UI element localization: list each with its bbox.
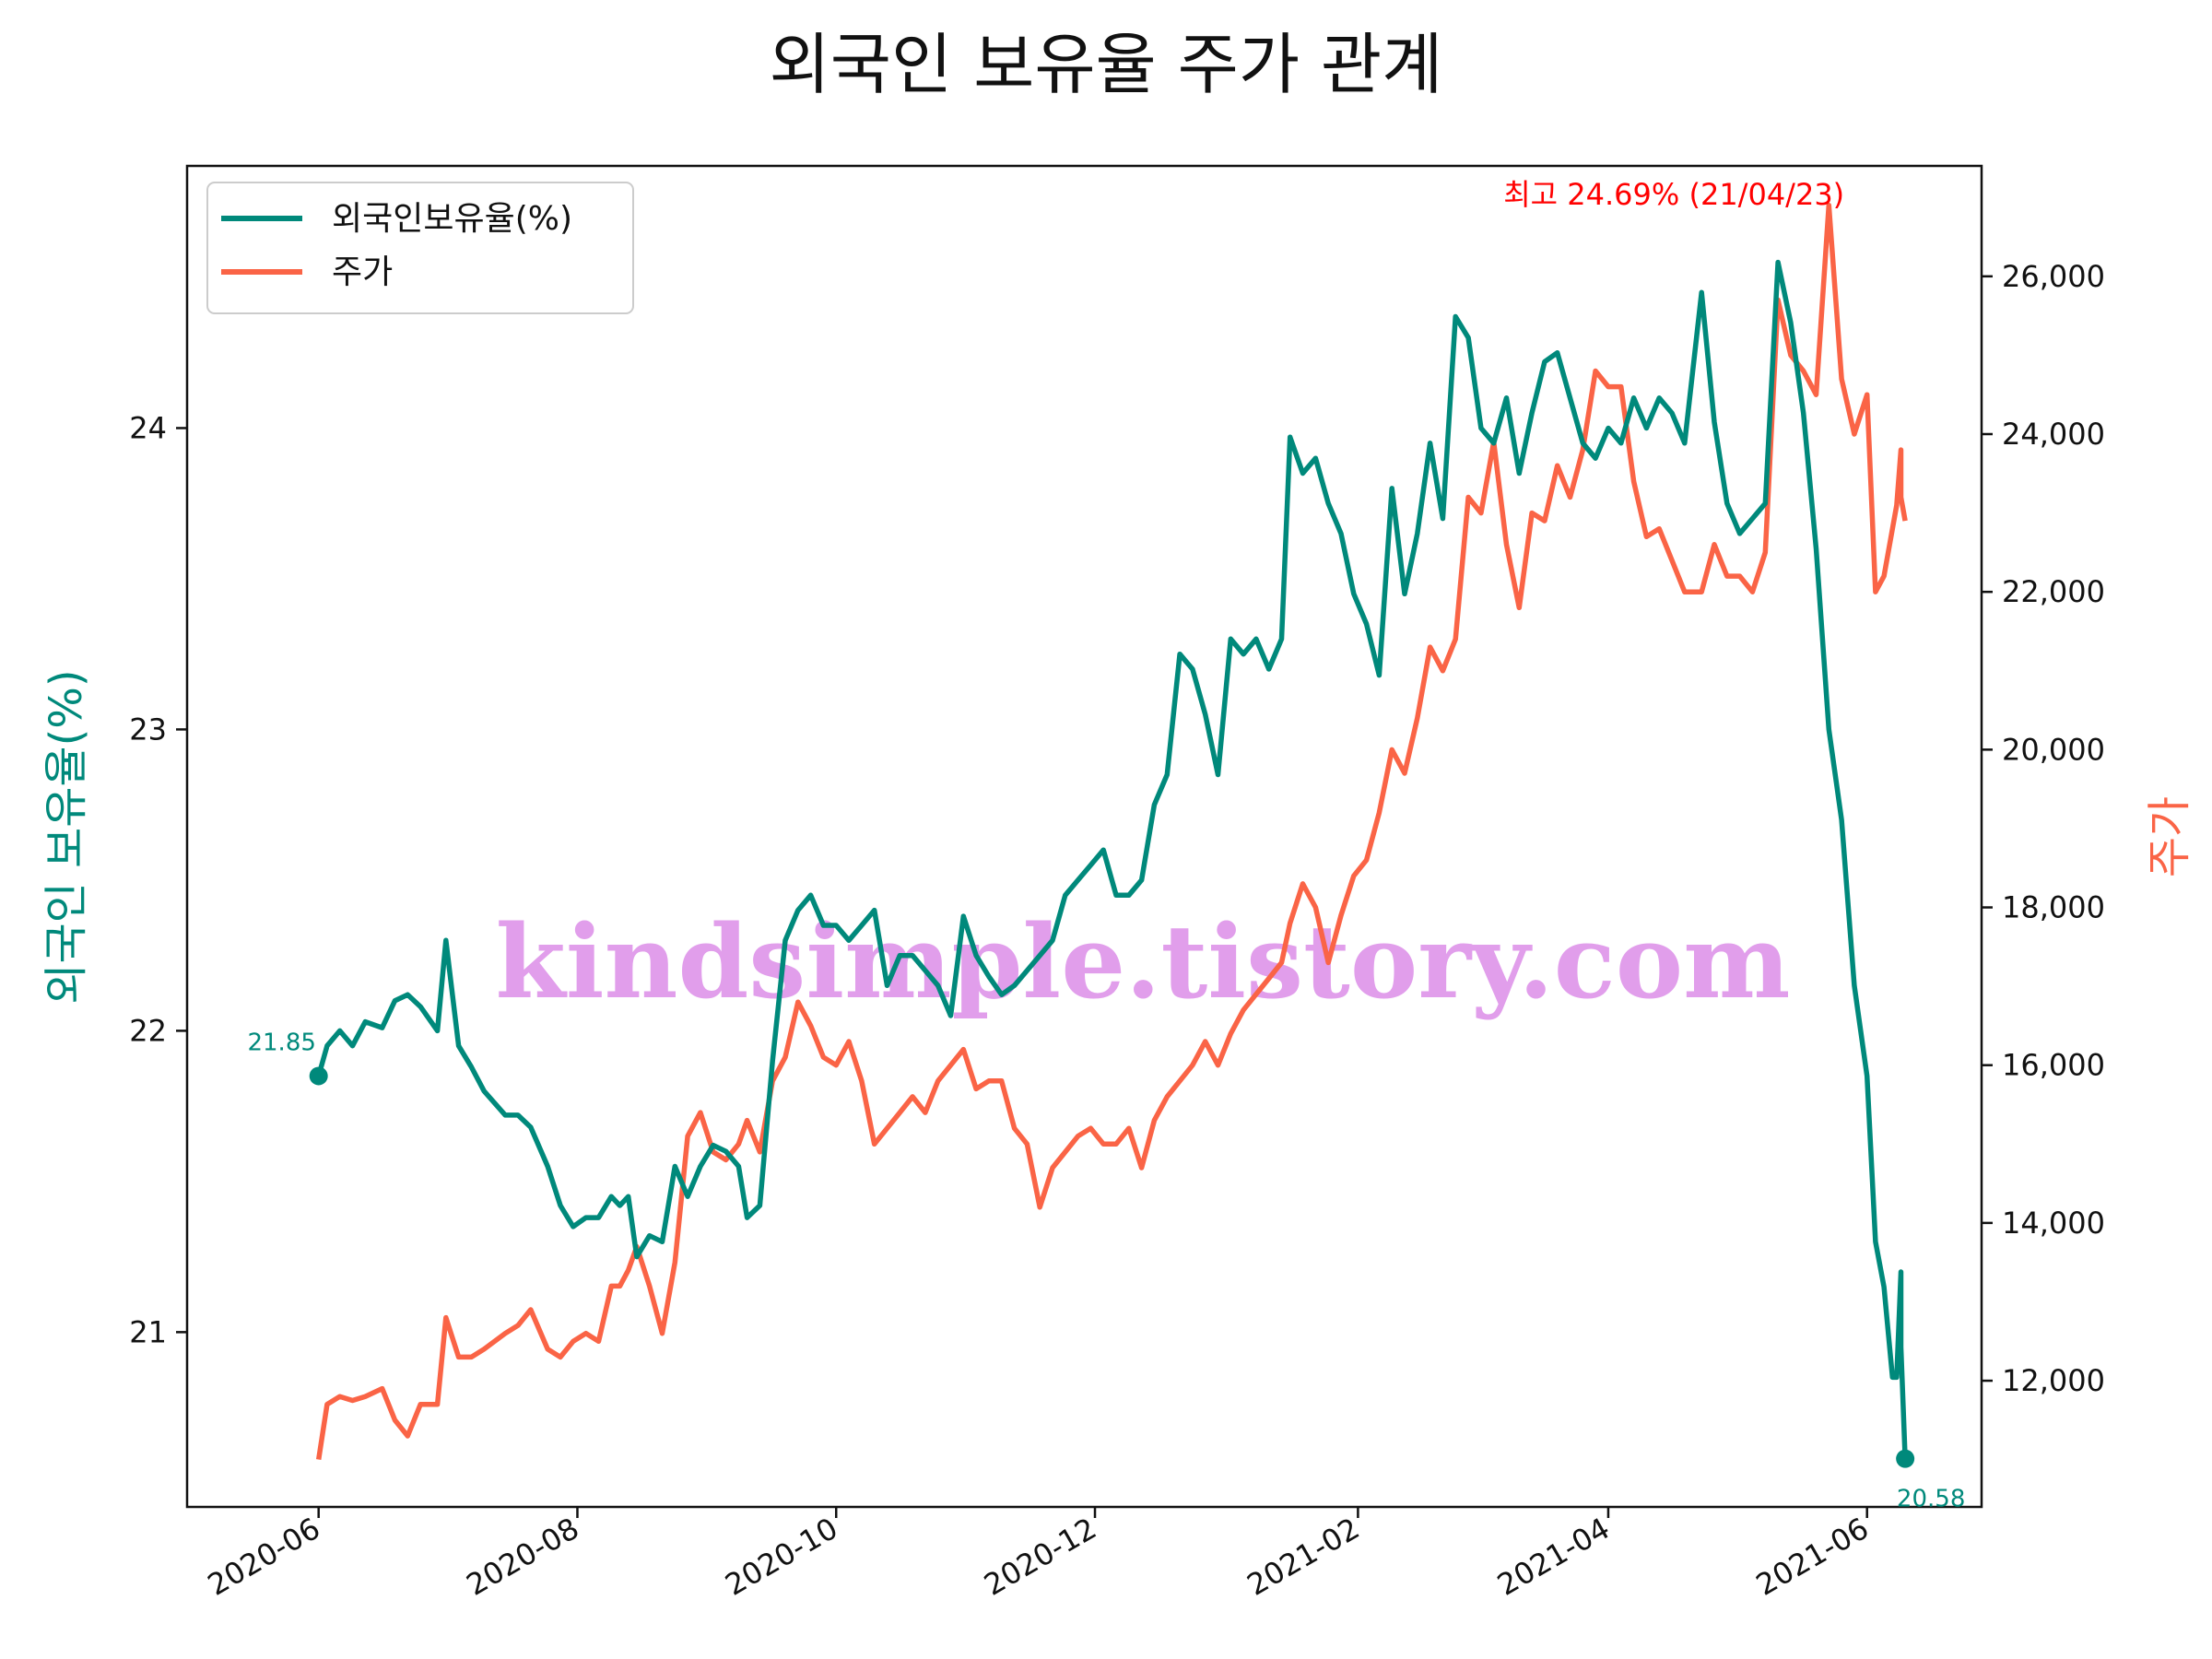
legend-box	[206, 182, 634, 314]
end-value-label: 20.58	[1897, 1486, 1965, 1513]
y-right-tick-label: 24,000	[2002, 417, 2105, 452]
y-left-label: 외국인 보유율(%)	[41, 669, 92, 1004]
x-tick-label: 2021-02	[1241, 1511, 1366, 1603]
y-left-tick-label: 23	[129, 712, 167, 747]
y-right-tick-label: 16,000	[2002, 1048, 2105, 1083]
start-value-label: 21.85	[247, 1029, 315, 1056]
y-right-tick-label: 12,000	[2002, 1363, 2105, 1398]
end-point-marker	[1896, 1449, 1915, 1468]
legend-label-price: 주가	[332, 253, 393, 291]
x-tick-label: 2020-12	[978, 1511, 1102, 1603]
series-line-price	[315, 203, 1908, 1461]
series-line-foreign	[316, 259, 1908, 1459]
legend: 외국인보유율(%) 주가	[206, 182, 634, 314]
start-point-marker	[309, 1066, 328, 1086]
y-right-tick-label: 18,000	[2002, 890, 2105, 925]
y-right-tick-label: 20,000	[2002, 732, 2105, 767]
plot-area	[185, 164, 1983, 1509]
y-left-tick-label: 22	[129, 1013, 167, 1048]
legend-label-foreign: 외국인보유율(%)	[332, 200, 572, 238]
y-left-tick-label: 24	[129, 410, 167, 445]
y-right-tick-label: 22,000	[2002, 574, 2105, 609]
watermark-text: kindsimple.tistory.com	[496, 902, 1791, 1021]
x-tick-label: 2020-06	[202, 1511, 326, 1603]
x-tick-label: 2021-06	[1750, 1511, 1875, 1603]
lines-layer	[315, 203, 1908, 1461]
x-tick-label: 2020-10	[719, 1511, 843, 1603]
y-right-tick-label: 26,000	[2002, 259, 2105, 294]
chart-title: 외국인 보유율 주가 관계	[769, 26, 1442, 103]
x-tick-label: 2021-04	[1491, 1511, 1616, 1603]
y-right-tick-label: 14,000	[2002, 1206, 2105, 1241]
y-left-tick-label: 21	[129, 1314, 167, 1349]
x-tick-label: 2020-08	[461, 1511, 585, 1603]
max-annotation: 최고 24.69% (21/04/23)	[1503, 177, 1844, 212]
y-right-label: 주가	[2144, 796, 2195, 877]
marks-layer	[309, 1066, 1915, 1468]
